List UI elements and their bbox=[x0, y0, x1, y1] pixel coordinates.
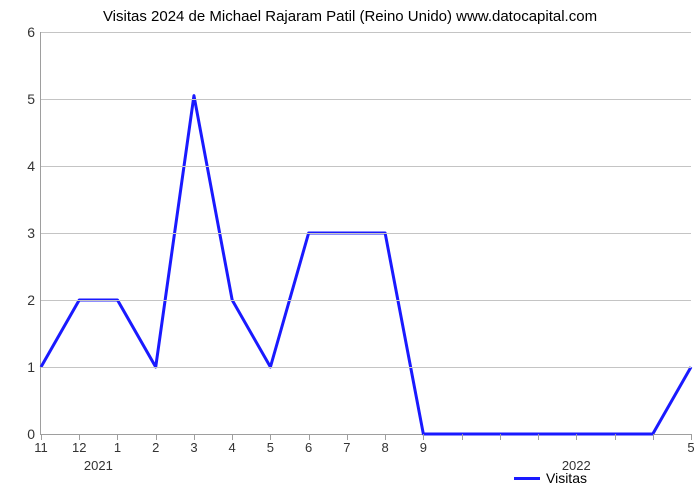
x-sub-label: 2021 bbox=[84, 458, 113, 473]
x-tick-label: 5 bbox=[267, 440, 274, 455]
legend: Visitas bbox=[514, 470, 587, 486]
y-tick-label: 3 bbox=[27, 225, 35, 241]
x-tick-label: 6 bbox=[305, 440, 312, 455]
x-tick-label: 4 bbox=[229, 440, 236, 455]
y-gridline bbox=[41, 367, 691, 368]
x-tick-label: 7 bbox=[343, 440, 350, 455]
y-tick-label: 2 bbox=[27, 292, 35, 308]
legend-swatch bbox=[514, 477, 540, 480]
x-tick bbox=[538, 434, 539, 440]
y-gridline bbox=[41, 233, 691, 234]
chart-container: Visitas 2024 de Michael Rajaram Patil (R… bbox=[0, 0, 700, 500]
x-tick-label: 3 bbox=[190, 440, 197, 455]
y-gridline bbox=[41, 32, 691, 33]
y-gridline bbox=[41, 99, 691, 100]
x-tick-label: 8 bbox=[381, 440, 388, 455]
y-gridline bbox=[41, 166, 691, 167]
x-tick bbox=[462, 434, 463, 440]
x-tick-label: 12 bbox=[72, 440, 86, 455]
y-tick-label: 6 bbox=[27, 24, 35, 40]
x-tick bbox=[576, 434, 577, 440]
series-line bbox=[41, 96, 691, 434]
x-tick-label: 2 bbox=[152, 440, 159, 455]
legend-label: Visitas bbox=[546, 470, 587, 486]
x-tick bbox=[653, 434, 654, 440]
x-tick-label: 9 bbox=[420, 440, 427, 455]
y-tick-label: 1 bbox=[27, 359, 35, 375]
chart-title: Visitas 2024 de Michael Rajaram Patil (R… bbox=[0, 0, 700, 25]
plot-area: 01234561112123456789520212022 bbox=[40, 32, 691, 435]
x-tick bbox=[615, 434, 616, 440]
x-tick-label: 11 bbox=[34, 440, 48, 455]
x-tick-label: 1 bbox=[114, 440, 121, 455]
x-tick bbox=[500, 434, 501, 440]
y-gridline bbox=[41, 300, 691, 301]
x-tick-label: 5 bbox=[687, 440, 694, 455]
y-tick-label: 5 bbox=[27, 91, 35, 107]
y-tick-label: 4 bbox=[27, 158, 35, 174]
